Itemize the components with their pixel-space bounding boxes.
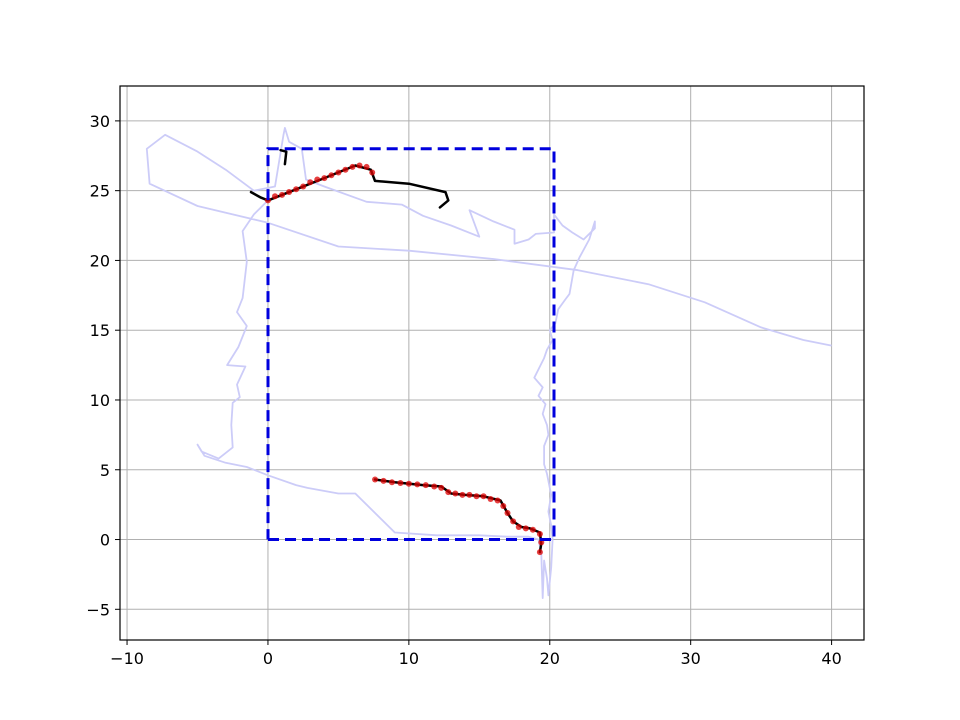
path-point (380, 477, 387, 484)
x-tick-label: 10 (399, 649, 419, 668)
path-point (286, 189, 293, 196)
y-tick-label: 0 (100, 531, 110, 550)
path-point (356, 162, 363, 169)
path-point (372, 476, 379, 483)
y-tick-label: 25 (90, 182, 110, 201)
y-tick-label: 20 (90, 251, 110, 270)
y-tick-label: 15 (90, 321, 110, 340)
path-point (500, 503, 507, 510)
path-point (522, 525, 529, 532)
axes: −10 0 10 20 30 40 −5 0 5 10 15 20 25 30 (86, 112, 841, 668)
path-point (445, 489, 452, 496)
path-point (536, 530, 543, 537)
path-point (504, 510, 511, 517)
path-point (487, 496, 494, 503)
path-point (279, 191, 286, 198)
track-line (145, 127, 832, 599)
path-point (515, 523, 522, 530)
path-point (369, 169, 376, 176)
path-point (307, 179, 314, 186)
path-point (363, 163, 370, 170)
path-point (452, 490, 459, 497)
y-tick-label: 30 (90, 112, 110, 131)
path-point (431, 483, 438, 490)
x-tick-label: 40 (821, 649, 841, 668)
path-point (335, 169, 342, 176)
path-point (480, 493, 487, 500)
grid (120, 86, 864, 640)
path-point (342, 166, 349, 173)
y-tick-label: 10 (90, 391, 110, 410)
x-tick-label: 30 (681, 649, 701, 668)
path-point (397, 480, 404, 487)
x-tick-label: 20 (540, 649, 560, 668)
path-point (438, 484, 445, 491)
path-point (494, 497, 501, 504)
x-tick-label: 0 (263, 649, 273, 668)
path-point (300, 183, 307, 190)
path-point (314, 176, 321, 183)
path-point (459, 491, 466, 498)
y-tick-label: 5 (100, 461, 110, 480)
path-point (422, 482, 429, 489)
boundary-rectangle (266, 147, 556, 541)
path-point (293, 186, 300, 193)
path-point (473, 493, 480, 500)
path-point (466, 491, 473, 498)
y-tick-label: −5 (86, 600, 110, 619)
plot-series (145, 127, 832, 599)
path-point (536, 549, 543, 556)
path-point (272, 193, 278, 200)
plot-frame (119, 85, 865, 641)
path-point (529, 526, 536, 533)
path-point (414, 481, 421, 488)
x-tick-label: −10 (110, 649, 144, 668)
path-point (388, 479, 395, 486)
path-line (279, 148, 288, 166)
path-point (405, 480, 412, 487)
path-point (328, 172, 335, 179)
path-point (510, 518, 517, 525)
path-point (349, 163, 356, 170)
plot-area (120, 86, 864, 640)
path-point (321, 175, 328, 182)
